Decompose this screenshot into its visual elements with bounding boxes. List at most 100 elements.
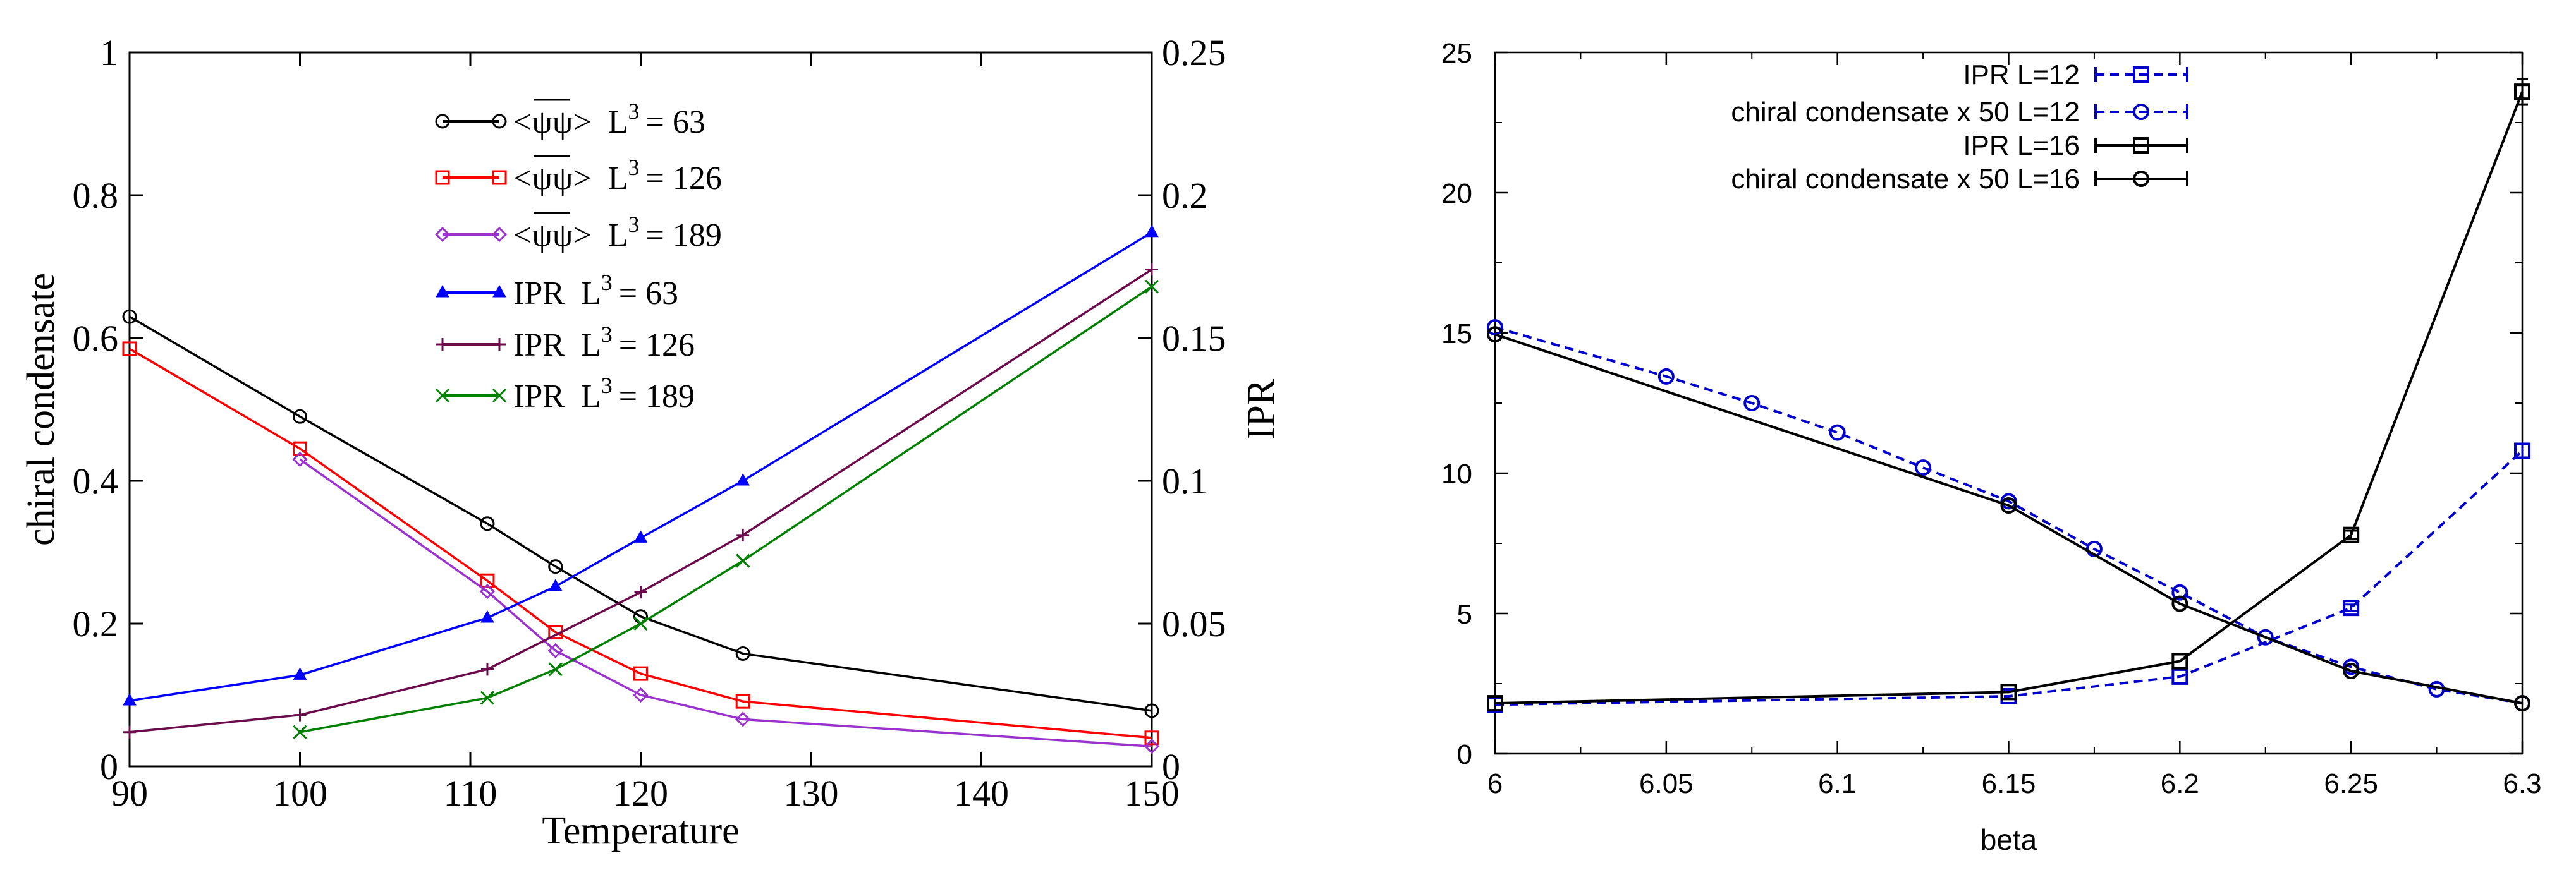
y2-tick-label: 0.05: [1162, 603, 1226, 644]
series-2: [292, 451, 1160, 754]
legend-marker: [2133, 137, 2149, 154]
legend-superscript: 3: [601, 373, 613, 398]
legend-superscript: 3: [601, 270, 613, 295]
x-tick-label: 6.25: [2324, 768, 2378, 799]
legend-superscript: 3: [628, 155, 640, 180]
data-point: [736, 473, 750, 486]
data-point: [735, 694, 750, 709]
data-point: [547, 643, 563, 659]
legend-marker: [436, 338, 449, 351]
legend-entry-1: <ψψ> L3 = 126: [435, 155, 722, 196]
y-tick-label: 0.4: [73, 461, 119, 502]
data-point: [633, 687, 649, 703]
y2-axis-label: IPR: [1240, 378, 1283, 440]
legend-label: chiral condensate x 50 L=12: [1731, 97, 2080, 128]
y-tick-label: 0.6: [73, 318, 119, 359]
data-point: [1145, 224, 1159, 238]
x-tick-label: 6: [1487, 768, 1503, 799]
legend-label: IPR L3 = 126: [513, 322, 695, 363]
data-point: [293, 409, 307, 424]
series-1: [122, 341, 1159, 746]
data-point: [293, 441, 307, 456]
data-point: [123, 693, 137, 706]
x-tick-label: 6.05: [1639, 768, 1694, 799]
x-tick-label: 6.15: [1982, 768, 2036, 799]
data-point: [2343, 526, 2360, 543]
x-tick-label: 120: [613, 773, 668, 814]
data-point: [1144, 703, 1159, 718]
error-bar: [2517, 78, 2528, 106]
legend-marker: [435, 388, 450, 403]
legend-L: L: [608, 160, 628, 196]
data-point: [480, 610, 494, 623]
data-point: [2514, 442, 2530, 459]
data-point: [293, 708, 307, 722]
legend-label: IPR L=16: [1963, 130, 2080, 161]
data-point: [1487, 326, 1503, 343]
data-point: [2514, 83, 2530, 100]
series-3: [1487, 326, 2530, 712]
legend-tail: = 189: [646, 217, 722, 253]
legend-marker: [2133, 104, 2149, 120]
legend-entry-5: IPR L3 = 189: [435, 373, 695, 414]
data-point: [2343, 600, 2360, 617]
data-point: [1829, 424, 1846, 441]
y2-tick-label: 0.1: [1162, 461, 1208, 502]
y-tick-label: 25: [1441, 38, 1472, 69]
data-point: [2171, 595, 2188, 612]
legend-marker: [491, 226, 508, 243]
y-tick-label: 5: [1457, 599, 1472, 630]
data-point: [2000, 497, 2017, 514]
legend-marker: [436, 284, 449, 298]
series-line: [129, 269, 1152, 734]
y-axis-label: chiral condensate: [20, 273, 63, 546]
data-point: [479, 584, 496, 600]
data-point: [1743, 395, 1761, 411]
data-point: [1487, 319, 1503, 336]
legend-tail: = 126: [619, 327, 695, 363]
legend-marker: [434, 226, 451, 243]
data-point: [2343, 663, 2360, 680]
data-point: [1144, 730, 1159, 746]
series-2: [1487, 78, 2530, 712]
series-line: [1494, 326, 2523, 705]
legend-marker: [492, 114, 507, 129]
data-point: [1487, 695, 1503, 712]
legend-entry-1: chiral condensate x 50 L=12: [1731, 97, 2188, 128]
x-axis-label: Temperature: [542, 809, 739, 852]
legend-entry-4: IPR L3 = 126: [436, 322, 695, 363]
chart-temperature: 90 100 110 120 130 140 15000.20.40.60.8100.050…: [20, 32, 1283, 852]
x-tick-label: 6.2: [2161, 768, 2199, 799]
series-line: [1494, 450, 2524, 706]
series-5: [293, 279, 1159, 739]
x-tick-label: 110: [444, 773, 497, 814]
data-point: [480, 516, 495, 531]
legend-label: <ψψ> L3 = 63: [513, 99, 705, 140]
legend-entry-2: <ψψ> L3 = 189: [434, 212, 722, 253]
series-4: [123, 263, 1158, 739]
data-point: [736, 553, 750, 568]
data-point: [293, 667, 307, 680]
y2-tick-label: 0: [1162, 746, 1180, 787]
legend-marker: [492, 170, 507, 185]
legend-label: IPR L3 = 189: [513, 373, 695, 414]
legend-base: <ψψ>: [513, 217, 592, 253]
series-3: [123, 224, 1159, 706]
legend-base: IPR: [513, 327, 565, 363]
legend-base: <ψψ>: [513, 104, 592, 140]
data-point: [633, 616, 648, 631]
error-bar: [2345, 603, 2357, 612]
legend-label: IPR L3 = 63: [513, 270, 678, 311]
y-tick-label: 10: [1441, 459, 1472, 490]
x-tick-label: 140: [954, 773, 1009, 814]
series-0: [122, 309, 1159, 718]
legend-marker: [493, 338, 506, 351]
legend-tail: = 63: [646, 104, 705, 140]
data-point: [633, 530, 648, 543]
x-tick-label: 6.3: [2503, 768, 2541, 799]
data-point: [634, 586, 647, 599]
legend-marker: [492, 284, 506, 298]
legend-tail: = 126: [646, 160, 722, 196]
data-point: [1657, 368, 1675, 385]
